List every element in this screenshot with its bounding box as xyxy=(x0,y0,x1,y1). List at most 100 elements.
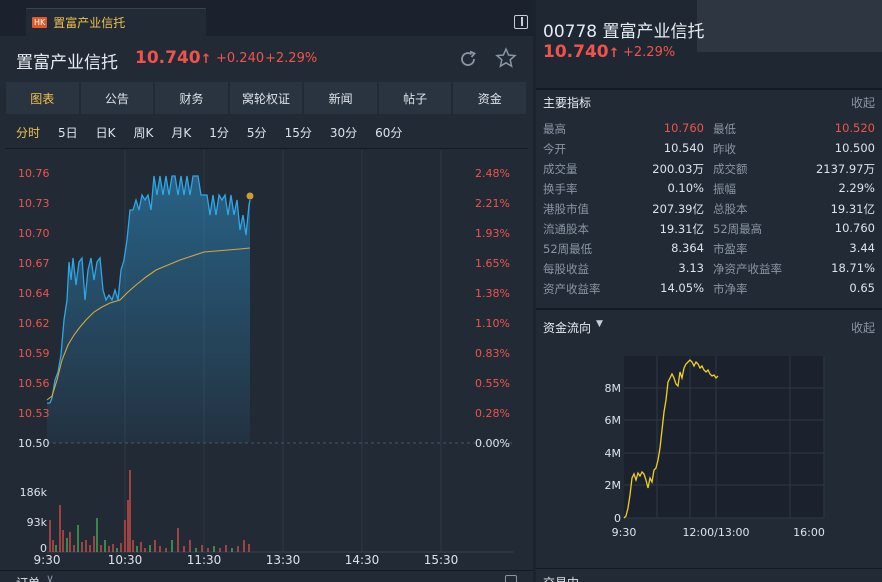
capital-flow-chart[interactable]: 8M 6M 4M 2M 0 9:30 12:00/13:00 16:00 xyxy=(536,340,882,545)
price-tick: 10.64 xyxy=(18,287,50,300)
pct-tick: 0.00% xyxy=(475,437,510,450)
price-tick: 10.62 xyxy=(18,317,50,330)
flow-x-tick: 12:00/13:00 xyxy=(682,526,749,539)
indicator-value: 19.31亿 xyxy=(659,222,704,236)
indicator-row: 每股收益 3.13 净资产收益率 18.71% xyxy=(543,261,875,281)
market-badge: HK xyxy=(32,17,48,28)
period-60min[interactable]: 60分 xyxy=(375,126,403,140)
quote-header: 置富产业信托 10.740↑ +0.240 +2.29% xyxy=(0,42,533,76)
refresh-icon[interactable] xyxy=(457,48,479,70)
price-tick: 10.50 xyxy=(18,437,50,450)
indicator-label: 港股市值 xyxy=(543,202,589,216)
trading-status-label: 交易中 xyxy=(543,574,579,582)
star-icon[interactable] xyxy=(495,47,517,69)
flow-x-tick: 16:00 xyxy=(793,526,825,539)
indicator-label: 最高 xyxy=(543,122,566,136)
pct-tick: 1.38% xyxy=(475,287,510,300)
period-5day[interactable]: 5日 xyxy=(58,126,78,140)
price-tick: 10.53 xyxy=(18,407,50,420)
indicator-label: 52周最低 xyxy=(543,242,593,256)
divider xyxy=(536,308,882,310)
flow-y-tick: 4M xyxy=(605,447,622,460)
indicator-label: 最低 xyxy=(713,122,736,136)
capital-flow-title[interactable]: 资金流向 xyxy=(543,321,592,335)
period-weekly[interactable]: 周K xyxy=(133,126,154,140)
indicator-row: 流通股本 19.31亿 52周最高 10.760 xyxy=(543,221,875,241)
time-tick: 11:30 xyxy=(187,553,222,567)
current-price-dot xyxy=(246,192,254,200)
volume-axis: 186k 93k 0 xyxy=(20,486,48,555)
indicators-grid: 最高 10.760 最低 10.520 今开 10.540 昨收 10.500 … xyxy=(543,121,875,301)
indicator-row: 今开 10.540 昨收 10.500 xyxy=(543,141,875,161)
period-15min[interactable]: 15分 xyxy=(284,126,312,140)
time-tick: 10:30 xyxy=(108,553,143,567)
flow-line xyxy=(623,359,719,519)
price-tick: 10.76 xyxy=(18,167,50,180)
time-tick: 14:30 xyxy=(345,553,380,567)
indicator-value: 3.44 xyxy=(849,241,875,255)
period-daily[interactable]: 日K xyxy=(95,126,116,140)
chevron-down-icon[interactable]: ∨ xyxy=(46,572,55,582)
pct-axis: 2.48% 2.21% 1.93% 1.65% 1.38% 1.10% 0.83… xyxy=(475,167,510,450)
volume-tick: 0 xyxy=(40,542,47,555)
stock-tab[interactable]: HK 置富产业信托 xyxy=(26,8,206,36)
indicator-value: 3.13 xyxy=(678,261,704,275)
indicator-value: 19.31亿 xyxy=(830,202,875,216)
period-monthly[interactable]: 月K xyxy=(171,126,192,140)
time-axis: 9:30 10:30 11:30 13:30 14:30 15:30 xyxy=(34,553,459,567)
period-30min[interactable]: 30分 xyxy=(329,126,358,140)
price-line xyxy=(47,175,251,404)
indicator-value: 10.520 xyxy=(834,121,875,135)
price-tick: 10.73 xyxy=(18,197,50,210)
indicators-collapse-button[interactable]: 收起 xyxy=(851,96,876,110)
indicator-label: 成交量 xyxy=(543,162,578,176)
flow-collapse-button[interactable]: 收起 xyxy=(851,321,876,335)
indicator-row: 港股市值 207.39亿 总股本 19.31亿 xyxy=(543,201,875,221)
pct-tick: 1.93% xyxy=(475,227,510,240)
divider xyxy=(536,568,882,569)
stock-name: 置富产业信托 xyxy=(16,53,118,73)
order-section-label[interactable]: 订单 xyxy=(16,574,40,582)
indicator-label: 市盈率 xyxy=(713,242,748,256)
period-intraday[interactable]: 分时 xyxy=(16,126,41,140)
pct-tick: 2.48% xyxy=(475,167,510,180)
period-1min[interactable]: 1分 xyxy=(209,126,229,140)
average-line xyxy=(46,247,251,401)
divider xyxy=(536,88,882,90)
indicator-value: 10.760 xyxy=(834,221,875,235)
header-overlay xyxy=(697,0,882,52)
indicator-value: 14.05% xyxy=(660,281,704,295)
detail-last-price: 10.740↑ xyxy=(543,42,620,62)
price-change: +0.240 xyxy=(216,51,265,66)
key-indicators-title: 主要指标 xyxy=(543,96,592,110)
volume-bars xyxy=(49,470,250,552)
stock-code-name: 00778 置富产业信托 xyxy=(543,22,705,42)
panel-toggle-icon[interactable] xyxy=(514,15,528,29)
tab-capital[interactable]: 资金 xyxy=(453,82,527,114)
flow-y-tick: 0 xyxy=(614,512,621,525)
tab-financials[interactable]: 财务 xyxy=(155,82,228,114)
indicator-label: 昨收 xyxy=(713,142,736,156)
indicator-row: 资产收益率 14.05% 市净率 0.65 xyxy=(543,281,875,301)
dropdown-caret-icon[interactable]: ▼ xyxy=(596,319,603,329)
tab-posts[interactable]: 帖子 xyxy=(378,82,452,114)
tab-warrants[interactable]: 窝轮权证 xyxy=(229,82,303,114)
indicator-value: 18.71% xyxy=(831,261,875,275)
tab-news[interactable]: 新闻 xyxy=(304,82,377,114)
tab-chart[interactable]: 图表 xyxy=(6,82,79,114)
indicator-label: 52周最高 xyxy=(713,222,763,236)
indicator-row: 52周最低 8.364 市盈率 3.44 xyxy=(543,241,875,261)
indicator-label: 每股收益 xyxy=(543,262,589,276)
intraday-chart[interactable]: 10.76 10.73 10.70 10.67 10.64 10.62 10.5… xyxy=(0,150,533,582)
period-5min[interactable]: 5分 xyxy=(246,126,267,140)
indicator-label: 市净率 xyxy=(713,282,748,296)
tab-announcements[interactable]: 公告 xyxy=(80,82,154,114)
indicator-value: 2137.97万 xyxy=(815,162,875,176)
expand-icon[interactable] xyxy=(505,575,517,582)
time-tick: 9:30 xyxy=(34,553,61,567)
period-selector: 分时 5日 日K 周K 月K 1分 5分 15分 30分 60分 xyxy=(16,124,420,144)
indicator-label: 净资产收益率 xyxy=(713,262,782,276)
flow-x-axis: 9:30 12:00/13:00 16:00 xyxy=(612,526,825,539)
pct-tick: 2.21% xyxy=(475,197,510,210)
indicator-label: 振幅 xyxy=(713,182,736,196)
